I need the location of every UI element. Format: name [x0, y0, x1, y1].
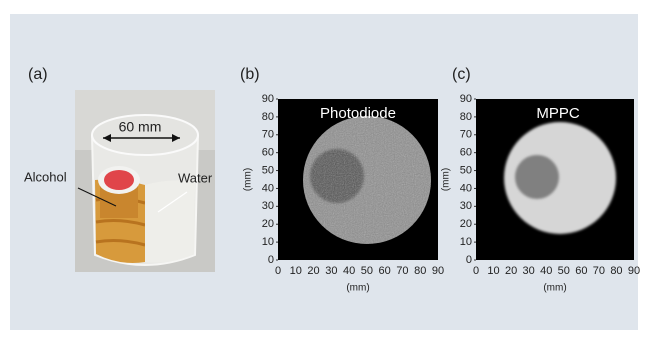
x-tick-label: 40 [343, 265, 355, 277]
x-axis-label: (mm) [346, 283, 369, 294]
x-tick-label: 10 [290, 265, 302, 277]
y-tick-label: 30 [262, 200, 274, 212]
y-axis-label: (mm) [441, 168, 452, 191]
x-tick-label: 80 [414, 265, 426, 277]
y-tick-label: 50 [460, 164, 472, 176]
alcohol-label: Alcohol [24, 169, 67, 184]
x-tick-label: 70 [396, 265, 408, 277]
y-tick-label: 10 [460, 236, 472, 248]
x-tick-label: 60 [379, 265, 391, 277]
x-tick-label: 40 [540, 265, 552, 277]
x-tick-label: 10 [487, 265, 499, 277]
y-tick-label: 70 [262, 129, 274, 141]
y-tick-label: 0 [466, 254, 472, 266]
x-tick-label: 90 [628, 265, 640, 277]
page: (a) 60 mm Alcohol Water (b) Photodiode (… [0, 0, 648, 341]
y-tick-label: 20 [460, 218, 472, 230]
x-tick-label: 90 [432, 265, 444, 277]
figure: (a) 60 mm Alcohol Water (b) Photodiode (… [0, 0, 648, 341]
y-tick-label: 0 [268, 254, 274, 266]
panel-label: (c) [452, 66, 471, 83]
ct-mppc [504, 122, 616, 234]
image-title: MPPC [536, 105, 580, 122]
y-tick-label: 90 [262, 93, 274, 105]
x-tick-label: 70 [593, 265, 605, 277]
panel-label: (a) [28, 66, 48, 83]
dimension-label: 60 mm [119, 119, 162, 135]
x-tick-label: 80 [610, 265, 622, 277]
y-tick-label: 40 [460, 182, 472, 194]
x-tick-label: 50 [361, 265, 373, 277]
x-tick-label: 20 [307, 265, 319, 277]
x-tick-label: 60 [575, 265, 587, 277]
x-tick-label: 0 [275, 265, 281, 277]
x-tick-label: 20 [505, 265, 517, 277]
y-tick-label: 60 [262, 147, 274, 159]
y-tick-label: 40 [262, 182, 274, 194]
x-tick-label: 30 [325, 265, 337, 277]
x-axis-label: (mm) [543, 283, 566, 294]
x-tick-label: 0 [473, 265, 479, 277]
y-tick-label: 20 [262, 218, 274, 230]
y-tick-label: 80 [460, 111, 472, 123]
y-tick-label: 70 [460, 129, 472, 141]
water-label: Water [178, 170, 213, 185]
y-tick-label: 80 [262, 111, 274, 123]
x-tick-label: 50 [558, 265, 570, 277]
y-tick-label: 10 [262, 236, 274, 248]
y-axis-label: (mm) [243, 168, 254, 191]
x-tick-label: 30 [523, 265, 535, 277]
y-tick-label: 30 [460, 200, 472, 212]
image-title: Photodiode [320, 105, 396, 122]
panel-label: (b) [240, 66, 260, 83]
y-tick-label: 90 [460, 93, 472, 105]
y-tick-label: 50 [262, 164, 274, 176]
y-tick-label: 60 [460, 147, 472, 159]
